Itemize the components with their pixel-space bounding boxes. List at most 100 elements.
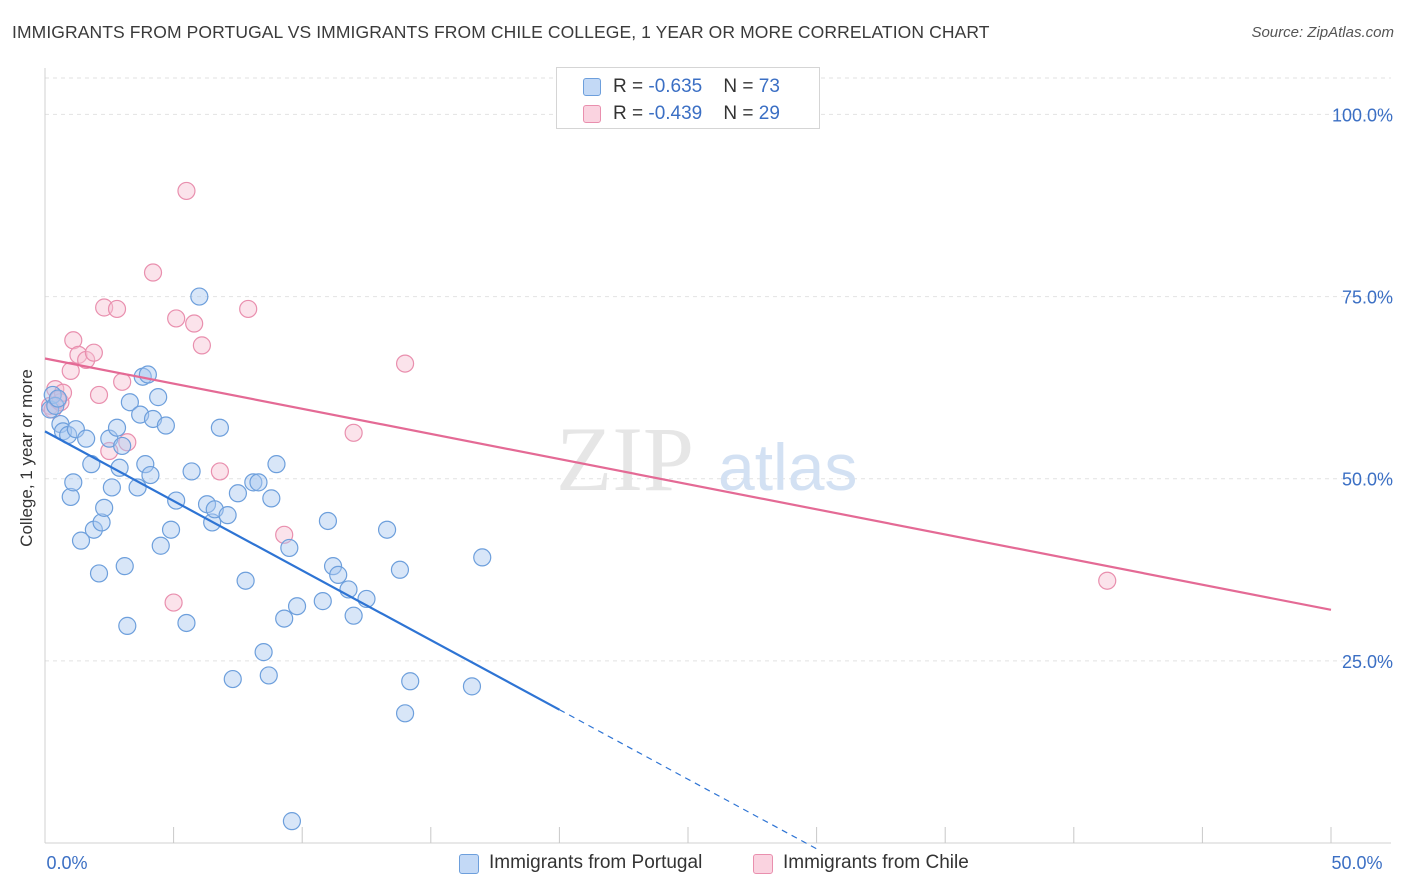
portugal-point — [210, 418, 229, 437]
chart-title: IMMIGRANTS FROM PORTUGAL VS IMMIGRANTS F… — [12, 22, 990, 42]
tick-labels: 100.0% 75.0% 50.0% 25.0% 0.0% 50.0% — [46, 105, 1393, 873]
portugal-point — [287, 597, 307, 616]
portugal-point — [151, 536, 170, 555]
chile-point — [84, 343, 103, 362]
portugal-trend-line — [44, 430, 560, 711]
portugal-point — [95, 498, 114, 517]
chile-point — [239, 299, 258, 319]
portugal-point — [113, 436, 132, 456]
portugal-point — [244, 473, 263, 492]
portugal-r-value: -0.635 — [648, 76, 703, 97]
portugal-point — [262, 489, 281, 508]
chile-point — [177, 181, 196, 201]
portugal-point — [254, 643, 273, 662]
portugal-point — [71, 531, 91, 550]
portugal-point — [156, 416, 175, 435]
chile-point — [61, 361, 80, 380]
y-tick-label-75: 75.0% — [1342, 288, 1393, 308]
portugal-point — [77, 429, 96, 448]
y-tick-label-25: 25.0% — [1342, 652, 1393, 672]
portugal-point — [223, 669, 242, 689]
portugal-point — [395, 704, 415, 723]
series-legend: Immigrants from Portugal Immigrants from… — [0, 852, 1406, 878]
portugal-points — [41, 287, 492, 831]
portugal-point — [102, 478, 121, 497]
portugal-point — [190, 287, 209, 306]
stats-legend: R = -0.635 N = 73 R = -0.439 N = 29 — [556, 67, 820, 129]
chile-point — [192, 336, 211, 355]
portugal-legend-swatch — [459, 854, 479, 874]
portugal-point — [149, 388, 168, 407]
portugal-point — [46, 396, 65, 415]
portugal-point — [390, 560, 410, 579]
portugal-point — [473, 548, 492, 567]
portugal-legend-label: Immigrants from Portugal — [489, 852, 703, 873]
chile-r-value: -0.439 — [648, 103, 703, 124]
portugal-point — [92, 513, 111, 532]
chile-point — [77, 350, 96, 370]
portugal-point — [82, 455, 101, 474]
portugal-point — [118, 616, 137, 635]
chile-n-label: N = — [723, 103, 759, 124]
chile-legend-swatch — [753, 854, 773, 874]
portugal-point — [329, 565, 348, 584]
y-tick-label-50: 50.0% — [1342, 470, 1393, 490]
portugal-point — [462, 677, 482, 696]
portugal-point — [48, 389, 67, 408]
portugal-point — [182, 462, 201, 481]
portugal-point — [313, 592, 332, 611]
chile-point — [344, 423, 363, 442]
portugal-point — [377, 520, 397, 539]
chile-point — [395, 354, 415, 373]
watermark-zip: ZIP — [556, 408, 694, 510]
chile-point — [185, 314, 204, 333]
portugal-point — [318, 511, 338, 531]
portugal-point — [84, 520, 103, 539]
chile-point — [89, 385, 109, 405]
x-tick-label-0: 0.0% — [46, 853, 87, 873]
chile-point — [210, 462, 229, 481]
portugal-point — [115, 557, 134, 576]
portugal-point — [344, 606, 363, 625]
portugal-point — [275, 609, 294, 628]
portugal-point — [267, 455, 286, 474]
portugal-point — [280, 538, 299, 558]
portugal-point — [228, 484, 247, 503]
portugal-point — [282, 812, 302, 831]
chile-point — [1098, 571, 1117, 590]
portugal-point — [259, 666, 278, 685]
chile-points — [41, 181, 1117, 612]
watermark-atlas: atlas — [718, 430, 857, 504]
portugal-point — [141, 465, 160, 485]
portugal-point — [236, 571, 255, 590]
portugal-point — [401, 672, 420, 691]
chile-point — [107, 299, 127, 319]
portugal-trend-extension — [559, 709, 817, 850]
trend-lines — [44, 357, 1332, 850]
chile-point — [164, 593, 183, 612]
chile-trend-line — [44, 357, 1332, 611]
portugal-swatch — [583, 78, 601, 96]
portugal-n-value: 73 — [758, 76, 780, 97]
chile-swatch — [583, 105, 601, 123]
axes — [44, 68, 1391, 844]
x-tick-label-50: 50.0% — [1331, 853, 1382, 873]
portugal-point — [61, 487, 80, 507]
portugal-point — [323, 557, 343, 576]
portugal-point — [107, 418, 127, 437]
portugal-point — [218, 506, 237, 525]
chile-r-label: R = — [613, 103, 649, 124]
portugal-r-label: R = — [613, 76, 649, 97]
portugal-point — [177, 613, 196, 633]
portugal-point — [120, 393, 139, 412]
y-tick-label-100: 100.0% — [1332, 105, 1393, 125]
portugal-point — [161, 520, 181, 539]
chile-point — [143, 263, 163, 282]
chile-point — [167, 309, 186, 328]
chile-legend-label: Immigrants from Chile — [783, 852, 969, 873]
portugal-n-label: N = — [723, 76, 759, 97]
portugal-point — [89, 564, 109, 583]
portugal-point — [136, 455, 155, 474]
portugal-point — [64, 473, 83, 492]
